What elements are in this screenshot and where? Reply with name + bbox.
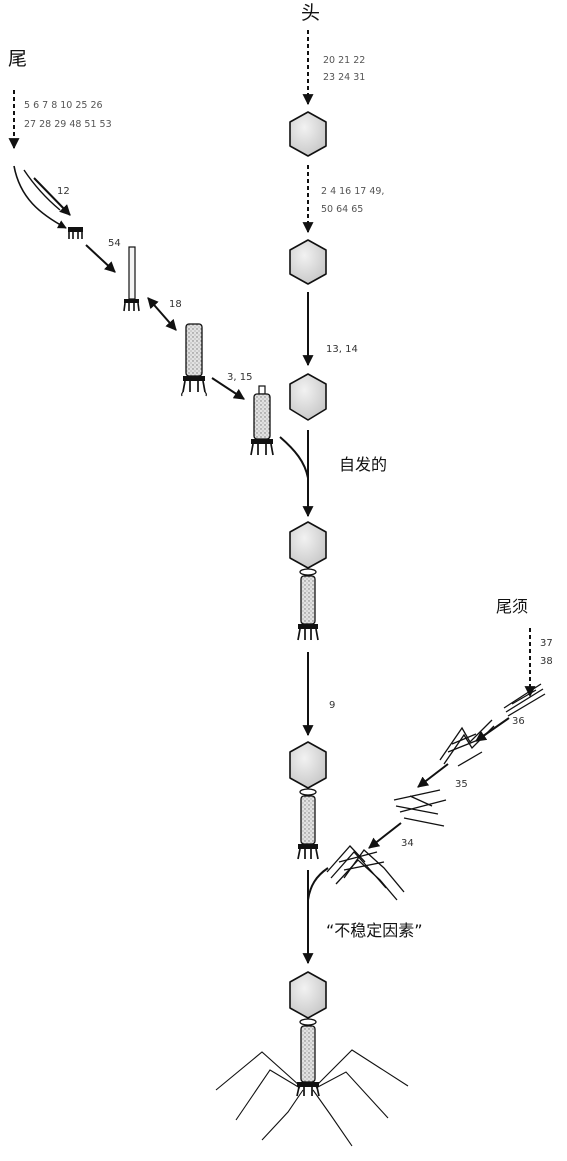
assembled-tail-fibers: [326, 845, 405, 901]
tail-curve-arrow-inner: [23, 169, 61, 211]
head-label: 头: [301, 2, 320, 24]
fiber-stage-1: [503, 683, 546, 717]
unstable-factor-label: “不稳定因素”: [326, 921, 423, 940]
prohead-1: [289, 111, 327, 157]
phage-no-fibers-2: [289, 741, 327, 860]
step-36: 36: [512, 716, 525, 727]
step-9: 9: [329, 700, 335, 711]
tail-label: 尾: [8, 48, 27, 70]
complete-phage-fibers: [215, 1049, 409, 1147]
tail-curve-arrow-outer: [13, 165, 67, 229]
tail-with-sheath: [181, 323, 207, 397]
head-genes-line2: 23 24 31: [323, 72, 365, 83]
step-3-15: 3, 15: [227, 372, 252, 383]
tail-arrow-54: [85, 244, 116, 273]
step-54: 54: [108, 238, 121, 249]
phage-no-fibers-1: [289, 521, 327, 641]
tail-core-tube: [123, 246, 140, 312]
step-34: 34: [401, 838, 414, 849]
tail-genes-line1: 5 6 7 8 10 25 26: [24, 100, 103, 111]
mature-head: [289, 373, 327, 421]
step-18: 18: [169, 299, 182, 310]
fiber-stage-2: [439, 719, 495, 767]
spontaneous-label: 自发的: [339, 455, 387, 474]
tail-arrow-3-15: [211, 377, 245, 400]
fiber-arrow-35: [417, 763, 449, 788]
join-branch-tail: [279, 436, 309, 479]
head-genes-line4: 50 64 65: [321, 204, 363, 215]
baseplate: [68, 227, 83, 239]
tail-arrow-18: [147, 297, 177, 331]
fiber-stage-3: [393, 789, 447, 827]
completed-tail: [250, 385, 274, 456]
fiber-genes-38: 38: [540, 656, 553, 667]
tail-arrow-12: [33, 177, 71, 216]
fiber-arrow-36: [475, 717, 510, 742]
complete-phage: [289, 971, 327, 1097]
fiber-genes-37: 37: [540, 638, 553, 649]
tail-fibers-label: 尾须: [496, 597, 528, 616]
step-35: 35: [455, 779, 468, 790]
prohead-2: [289, 239, 327, 285]
head-genes-line3: 2 4 16 17 49,: [321, 186, 384, 197]
fiber-arrow-34: [368, 822, 402, 849]
join-branch-fibers: [307, 867, 329, 901]
tail-genes-line2: 27 28 29 48 51 53: [24, 119, 112, 130]
step-12: 12: [57, 186, 70, 197]
step-13-14: 13, 14: [326, 344, 358, 355]
head-genes-line1: 20 21 22: [323, 55, 365, 66]
